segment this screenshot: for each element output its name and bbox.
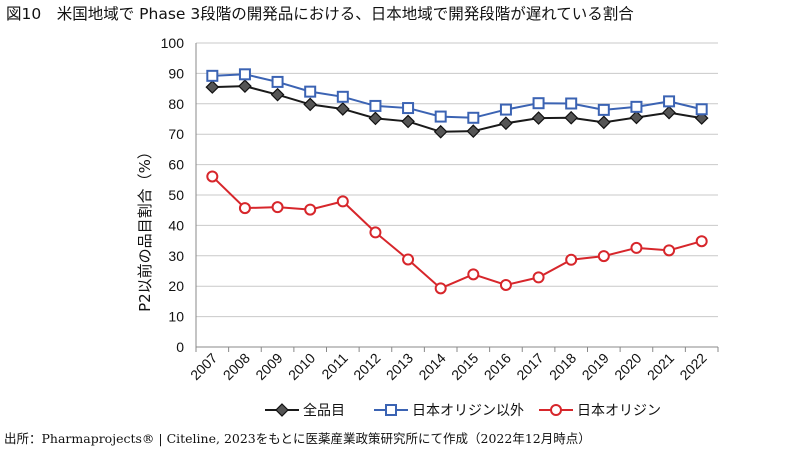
data-point xyxy=(303,97,318,112)
y-tick-label: 20 xyxy=(168,278,184,294)
data-point xyxy=(238,79,252,94)
data-point xyxy=(402,253,415,266)
data-point xyxy=(369,99,382,112)
data-point xyxy=(401,114,415,129)
y-tick-label: 60 xyxy=(168,157,184,173)
legend-label: 日本オリジン xyxy=(577,403,661,419)
legend: 全品目 日本オリジン以外 日本オリジン xyxy=(265,402,661,419)
legend-marker xyxy=(385,404,397,416)
data-point xyxy=(565,253,578,266)
x-tick-labels: 2007 2008 2009 2010 2011 2012 2013 2014 2015 2016… xyxy=(187,350,710,383)
data-point xyxy=(205,80,220,94)
x-tick-label: 2015 xyxy=(448,350,481,383)
x-tick-label: 2021 xyxy=(644,350,677,383)
chart-title: 図10 米国地域で Phase 3段階の開発品における、日本地域で開発段階が遅れ… xyxy=(6,5,634,23)
data-point xyxy=(368,111,383,126)
y-axis-label: P2以前の品目割合（%） xyxy=(136,144,154,312)
y-tick-label: 70 xyxy=(168,126,184,142)
series-layer xyxy=(205,68,709,295)
data-point xyxy=(206,69,219,82)
x-tick-label: 2022 xyxy=(676,350,709,383)
legend-item: 日本オリジン xyxy=(539,403,661,419)
data-point xyxy=(597,103,610,116)
data-point xyxy=(499,116,513,131)
series-line xyxy=(212,85,702,133)
y-tick-label: 90 xyxy=(168,65,184,81)
data-point xyxy=(596,115,611,130)
data-point xyxy=(304,85,317,98)
data-point xyxy=(630,241,643,254)
data-point xyxy=(336,90,349,103)
x-tick-label: 2017 xyxy=(513,350,546,383)
data-point xyxy=(271,201,284,214)
y-tick-label: 10 xyxy=(168,309,184,325)
x-tick-label: 2020 xyxy=(611,350,644,383)
data-point xyxy=(565,97,578,110)
data-point xyxy=(597,250,610,263)
data-point xyxy=(532,271,545,284)
legend-label: 全品目 xyxy=(303,402,345,419)
data-point xyxy=(467,268,480,281)
y-tick-label: 40 xyxy=(168,217,184,233)
y-tick-labels: 0 10 20 30 40 50 60 70 80 90 100 xyxy=(161,35,185,355)
data-point xyxy=(499,278,512,291)
legend-marker xyxy=(550,404,562,416)
legend-marker xyxy=(275,403,289,417)
x-tick-label: 2018 xyxy=(546,350,579,383)
data-point xyxy=(270,87,285,102)
y-tick-label: 80 xyxy=(168,96,184,112)
x-tick-label: 2007 xyxy=(187,350,220,383)
x-tick-label: 2014 xyxy=(415,350,448,383)
data-point xyxy=(206,170,219,183)
data-point xyxy=(335,102,350,116)
series-2 xyxy=(206,68,708,124)
data-point xyxy=(434,282,447,295)
data-point xyxy=(434,110,447,123)
data-point xyxy=(531,111,546,125)
legend-item: 日本オリジン以外 xyxy=(374,403,524,419)
source-note: 出所：Pharmaprojects® | Citeline, 2023をもとに医… xyxy=(4,431,591,446)
data-point xyxy=(629,110,644,125)
series-line xyxy=(212,73,702,119)
y-tick-label: 0 xyxy=(176,339,184,355)
data-point xyxy=(467,111,480,124)
data-point xyxy=(402,102,415,115)
data-point xyxy=(564,110,579,125)
x-tick-label: 2013 xyxy=(383,350,416,383)
data-point xyxy=(433,124,448,139)
legend-item: 全品目 xyxy=(265,402,345,419)
data-point xyxy=(662,105,676,120)
data-point xyxy=(466,124,481,139)
x-tick-label: 2011 xyxy=(318,350,351,383)
x-tick-label: 2010 xyxy=(285,350,318,383)
data-point xyxy=(304,203,317,216)
data-point xyxy=(663,244,676,257)
data-point xyxy=(499,103,512,116)
y-tick-label: 100 xyxy=(161,35,185,51)
data-point xyxy=(532,97,545,110)
data-point xyxy=(630,100,643,113)
series-line xyxy=(211,175,702,290)
x-tick-label: 2019 xyxy=(579,350,612,383)
data-point xyxy=(663,95,676,108)
x-tick-label: 2009 xyxy=(252,350,285,383)
data-point xyxy=(695,235,708,248)
axes xyxy=(195,43,719,352)
x-tick-label: 2008 xyxy=(220,350,253,383)
series-1 xyxy=(205,79,709,139)
y-tick-label: 50 xyxy=(168,187,184,203)
x-tick-label: 2012 xyxy=(350,350,383,383)
data-point xyxy=(369,226,382,239)
series-3 xyxy=(206,170,708,295)
y-tick-label: 30 xyxy=(168,248,184,264)
data-point xyxy=(238,68,251,81)
data-point xyxy=(238,202,251,215)
x-tick-label: 2016 xyxy=(481,350,514,383)
data-point xyxy=(336,195,349,208)
gridlines xyxy=(196,42,718,318)
data-point xyxy=(271,75,284,88)
legend-label: 日本オリジン以外 xyxy=(412,403,524,419)
data-point xyxy=(695,103,708,116)
